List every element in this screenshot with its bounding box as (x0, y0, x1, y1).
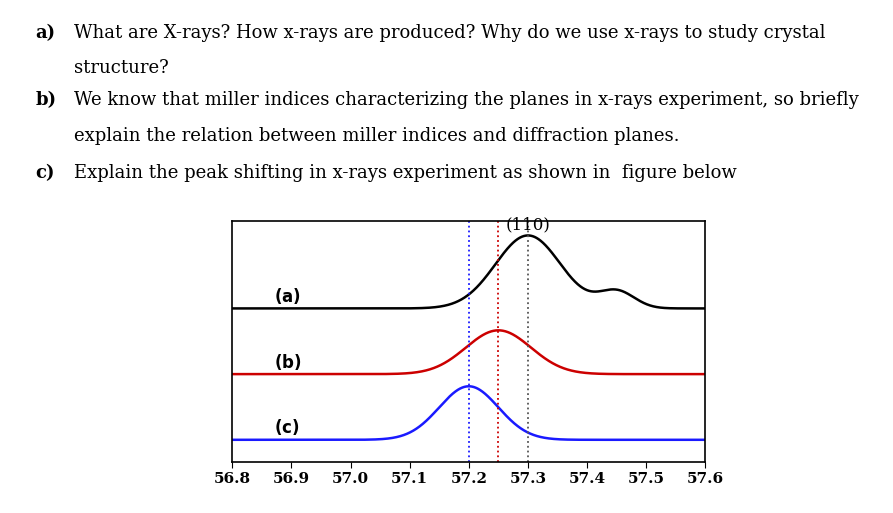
Text: $\mathbf{(a)}$: $\mathbf{(a)}$ (273, 286, 301, 306)
Text: (110): (110) (505, 216, 550, 233)
Text: explain the relation between miller indices and diffraction planes.: explain the relation between miller indi… (74, 127, 680, 145)
Text: b): b) (36, 91, 56, 109)
Text: What are X-rays? How x-rays are produced? Why do we use x-rays to study crystal: What are X-rays? How x-rays are produced… (74, 24, 825, 42)
Text: $\mathbf{(c)}$: $\mathbf{(c)}$ (273, 418, 299, 438)
Text: structure?: structure? (74, 59, 169, 77)
Text: a): a) (36, 24, 55, 42)
Text: c): c) (36, 164, 54, 182)
Text: Explain the peak shifting in x-rays experiment as shown in  figure below: Explain the peak shifting in x-rays expe… (74, 164, 737, 182)
Text: $\mathbf{(b)}$: $\mathbf{(b)}$ (273, 352, 301, 372)
Text: We know that miller indices characterizing the planes in x-rays experiment, so b: We know that miller indices characterizi… (74, 91, 859, 109)
